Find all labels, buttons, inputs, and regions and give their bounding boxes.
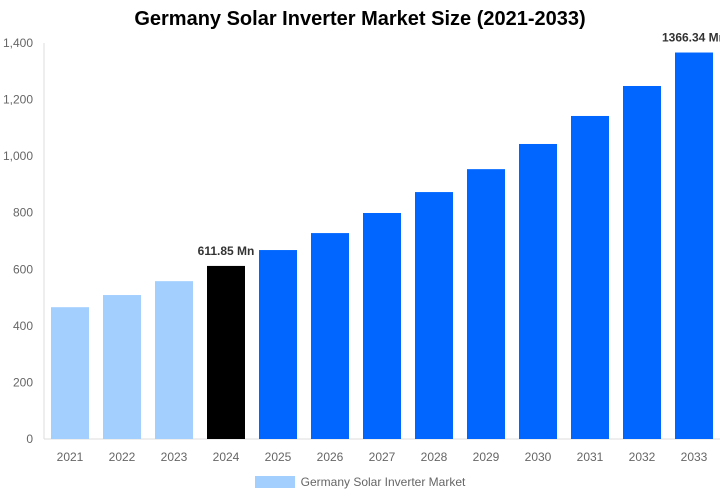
legend-label: Germany Solar Inverter Market (300, 475, 466, 489)
y-tick-label: 1,000 (3, 149, 33, 163)
y-tick-label: 1,200 (3, 93, 33, 107)
bar-2032 (623, 85, 661, 439)
bar-2026 (311, 233, 349, 439)
chart-title: Germany Solar Inverter Market Size (2021… (134, 8, 586, 30)
bar-2024 (207, 265, 245, 439)
x-tick-label: 2021 (57, 450, 84, 464)
bar-2031 (571, 115, 609, 439)
bar-2028 (415, 192, 453, 439)
bar-2021 (51, 307, 89, 439)
bar-chart: 0 200 400 600 800 1,000 1,200 1,400 2021 2022 2023… (3, 31, 720, 464)
y-tick-label: 200 (13, 375, 33, 389)
x-tick-label: 2033 (681, 450, 708, 464)
bar-2023 (155, 281, 193, 439)
bar-2033 (675, 52, 713, 440)
legend[interactable]: Germany Solar Inverter Market (0, 475, 720, 489)
bar-2027 (363, 212, 401, 439)
y-tick-label: 400 (13, 319, 33, 333)
bar-2022 (103, 295, 141, 439)
x-tick-label: 2023 (161, 450, 188, 464)
x-tick-label: 2032 (629, 450, 656, 464)
bar-2029 (467, 169, 505, 439)
x-tick-label: 2024 (213, 450, 240, 464)
x-tick-label: 2030 (525, 450, 552, 464)
legend-swatch (254, 476, 295, 488)
x-tick-label: 2029 (473, 450, 500, 464)
y-tick-label: 800 (13, 206, 33, 220)
data-label-2024: 611.85 Mn (198, 244, 255, 258)
x-tick-label: 2026 (317, 450, 344, 464)
x-tick-label: 2025 (265, 450, 292, 464)
y-tick-label: 1,400 (3, 36, 33, 50)
bar-2030 (519, 143, 557, 440)
x-tick-label: 2031 (577, 450, 604, 464)
y-tick-label: 600 (13, 262, 33, 276)
data-label-2033: 1366.34 Mn (662, 31, 720, 45)
x-tick-label: 2028 (421, 450, 448, 464)
bar-2025 (259, 250, 297, 439)
x-tick-label: 2027 (369, 450, 396, 464)
x-tick-label: 2022 (109, 450, 136, 464)
y-tick-label: 0 (26, 432, 33, 446)
